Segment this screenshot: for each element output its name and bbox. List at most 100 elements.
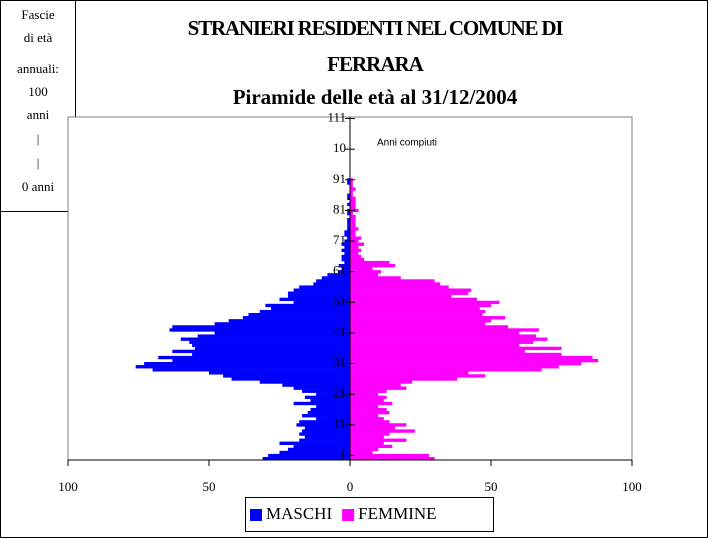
bar <box>350 432 390 436</box>
note-line: di età <box>24 30 53 45</box>
bar <box>299 285 350 289</box>
bar <box>287 291 350 295</box>
bar <box>189 340 350 344</box>
bar <box>350 221 356 225</box>
bar <box>350 358 599 363</box>
bar <box>350 205 356 210</box>
bar <box>350 211 353 216</box>
bar <box>302 389 350 393</box>
bar <box>350 414 379 418</box>
bar <box>350 297 477 302</box>
y-tick-label: 31 <box>333 355 346 370</box>
bar <box>169 328 350 332</box>
bar <box>302 414 350 418</box>
bar <box>316 417 350 421</box>
bar <box>350 322 486 326</box>
y-tick-label: 21 <box>333 385 346 400</box>
bar <box>307 411 350 415</box>
bar <box>327 273 350 277</box>
bar <box>350 264 396 268</box>
bar <box>350 270 382 274</box>
bar <box>350 368 542 372</box>
bar <box>350 383 401 387</box>
bar <box>350 334 537 338</box>
bar <box>279 450 350 455</box>
bar <box>293 401 350 406</box>
legend-label: FEMMINE <box>358 504 436 523</box>
bar <box>350 407 387 412</box>
bar <box>259 380 350 384</box>
bar <box>350 202 356 207</box>
bar <box>172 358 350 363</box>
bar <box>350 285 449 289</box>
bar <box>194 346 350 351</box>
bar <box>347 227 350 231</box>
bar <box>299 438 350 442</box>
note-line: | <box>37 131 40 146</box>
bar <box>344 233 350 237</box>
bar <box>350 352 562 357</box>
y-tick-label: 91 <box>333 171 346 186</box>
bar <box>350 190 353 194</box>
bar <box>350 227 359 231</box>
y-tick-label: 1 <box>340 446 347 461</box>
bar <box>350 306 480 311</box>
bar <box>262 456 350 461</box>
bar <box>350 438 407 442</box>
bar <box>152 368 350 372</box>
bar <box>214 331 350 335</box>
bar <box>344 260 350 265</box>
bar <box>344 230 350 234</box>
bar <box>347 221 350 225</box>
title: STRANIERI RESIDENTI NEL COMUNE DI FERRAR… <box>188 16 565 109</box>
title-line: STRANIERI RESIDENTI NEL COMUNE DI <box>188 16 564 40</box>
bar <box>135 365 350 369</box>
title-line: FERRARA <box>327 52 424 76</box>
x-tick-label: 50 <box>485 479 498 494</box>
bar <box>350 316 506 320</box>
y-tick-label: 71 <box>333 232 346 247</box>
bar <box>350 456 435 461</box>
bar <box>316 404 350 409</box>
bar <box>350 374 486 378</box>
bar <box>341 254 350 259</box>
note-line: 100 <box>28 84 48 99</box>
bar <box>304 435 350 439</box>
bar <box>338 270 350 274</box>
legend-box <box>245 497 494 532</box>
note-line: | <box>37 155 40 170</box>
note-line: annuali: <box>17 61 59 76</box>
bar <box>192 352 350 357</box>
bar <box>350 362 582 366</box>
bar <box>350 230 356 234</box>
bar <box>293 300 350 305</box>
bar <box>271 306 350 311</box>
bar <box>350 325 508 329</box>
note-line: Fascie <box>21 7 54 22</box>
bar <box>350 196 356 200</box>
note-line: anni <box>27 107 50 122</box>
bar <box>350 236 362 240</box>
bar <box>350 303 491 308</box>
bar <box>282 383 350 387</box>
bar <box>350 389 387 393</box>
bar <box>172 325 350 329</box>
y-tick-label: 41 <box>333 324 346 339</box>
bar <box>347 224 350 228</box>
bar <box>350 267 373 271</box>
bar <box>350 343 520 347</box>
legend-swatch <box>342 509 355 521</box>
bar <box>268 453 350 458</box>
bar <box>350 328 539 332</box>
bar <box>172 349 350 354</box>
bar <box>350 377 458 381</box>
bar <box>341 248 350 253</box>
bar <box>350 273 379 277</box>
bar <box>350 417 384 421</box>
bar <box>304 426 350 430</box>
bar <box>347 236 350 240</box>
bar <box>350 199 356 204</box>
bar <box>192 343 350 347</box>
bar <box>310 407 350 412</box>
x-tick-label: 100 <box>58 479 78 494</box>
